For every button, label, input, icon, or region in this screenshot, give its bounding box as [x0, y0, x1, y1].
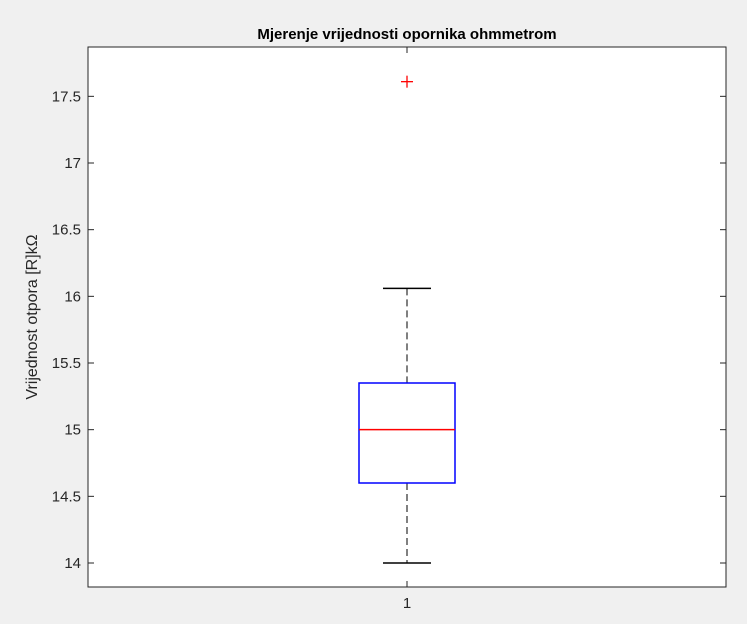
axes-frame	[87, 46, 727, 588]
y-axis-label: Vrijednost otpora [R]kΩ	[24, 234, 41, 399]
box-iqr	[358, 382, 456, 484]
y-tick-label: 17	[64, 155, 81, 172]
x-axis-ticks: 1	[403, 47, 411, 612]
y-tick-label: 16	[64, 288, 81, 305]
y-tick-label: 15	[64, 422, 81, 439]
y-tick-label: 14	[64, 555, 81, 572]
chart-title: Mjerenje vrijednosti opornika ohmmetrom	[257, 26, 556, 43]
y-axis-ticks: 14 14.5 15 15.5 16 16.5 17 17.5	[52, 88, 726, 572]
y-tick-label: 14.5	[52, 488, 81, 505]
y-tick-label: 15.5	[52, 355, 81, 372]
x-tick-label: 1	[403, 595, 411, 612]
outlier-marker	[401, 75, 413, 88]
box-group	[358, 75, 456, 564]
y-tick-label: 17.5	[52, 88, 81, 105]
y-tick-label: 16.5	[52, 222, 81, 239]
